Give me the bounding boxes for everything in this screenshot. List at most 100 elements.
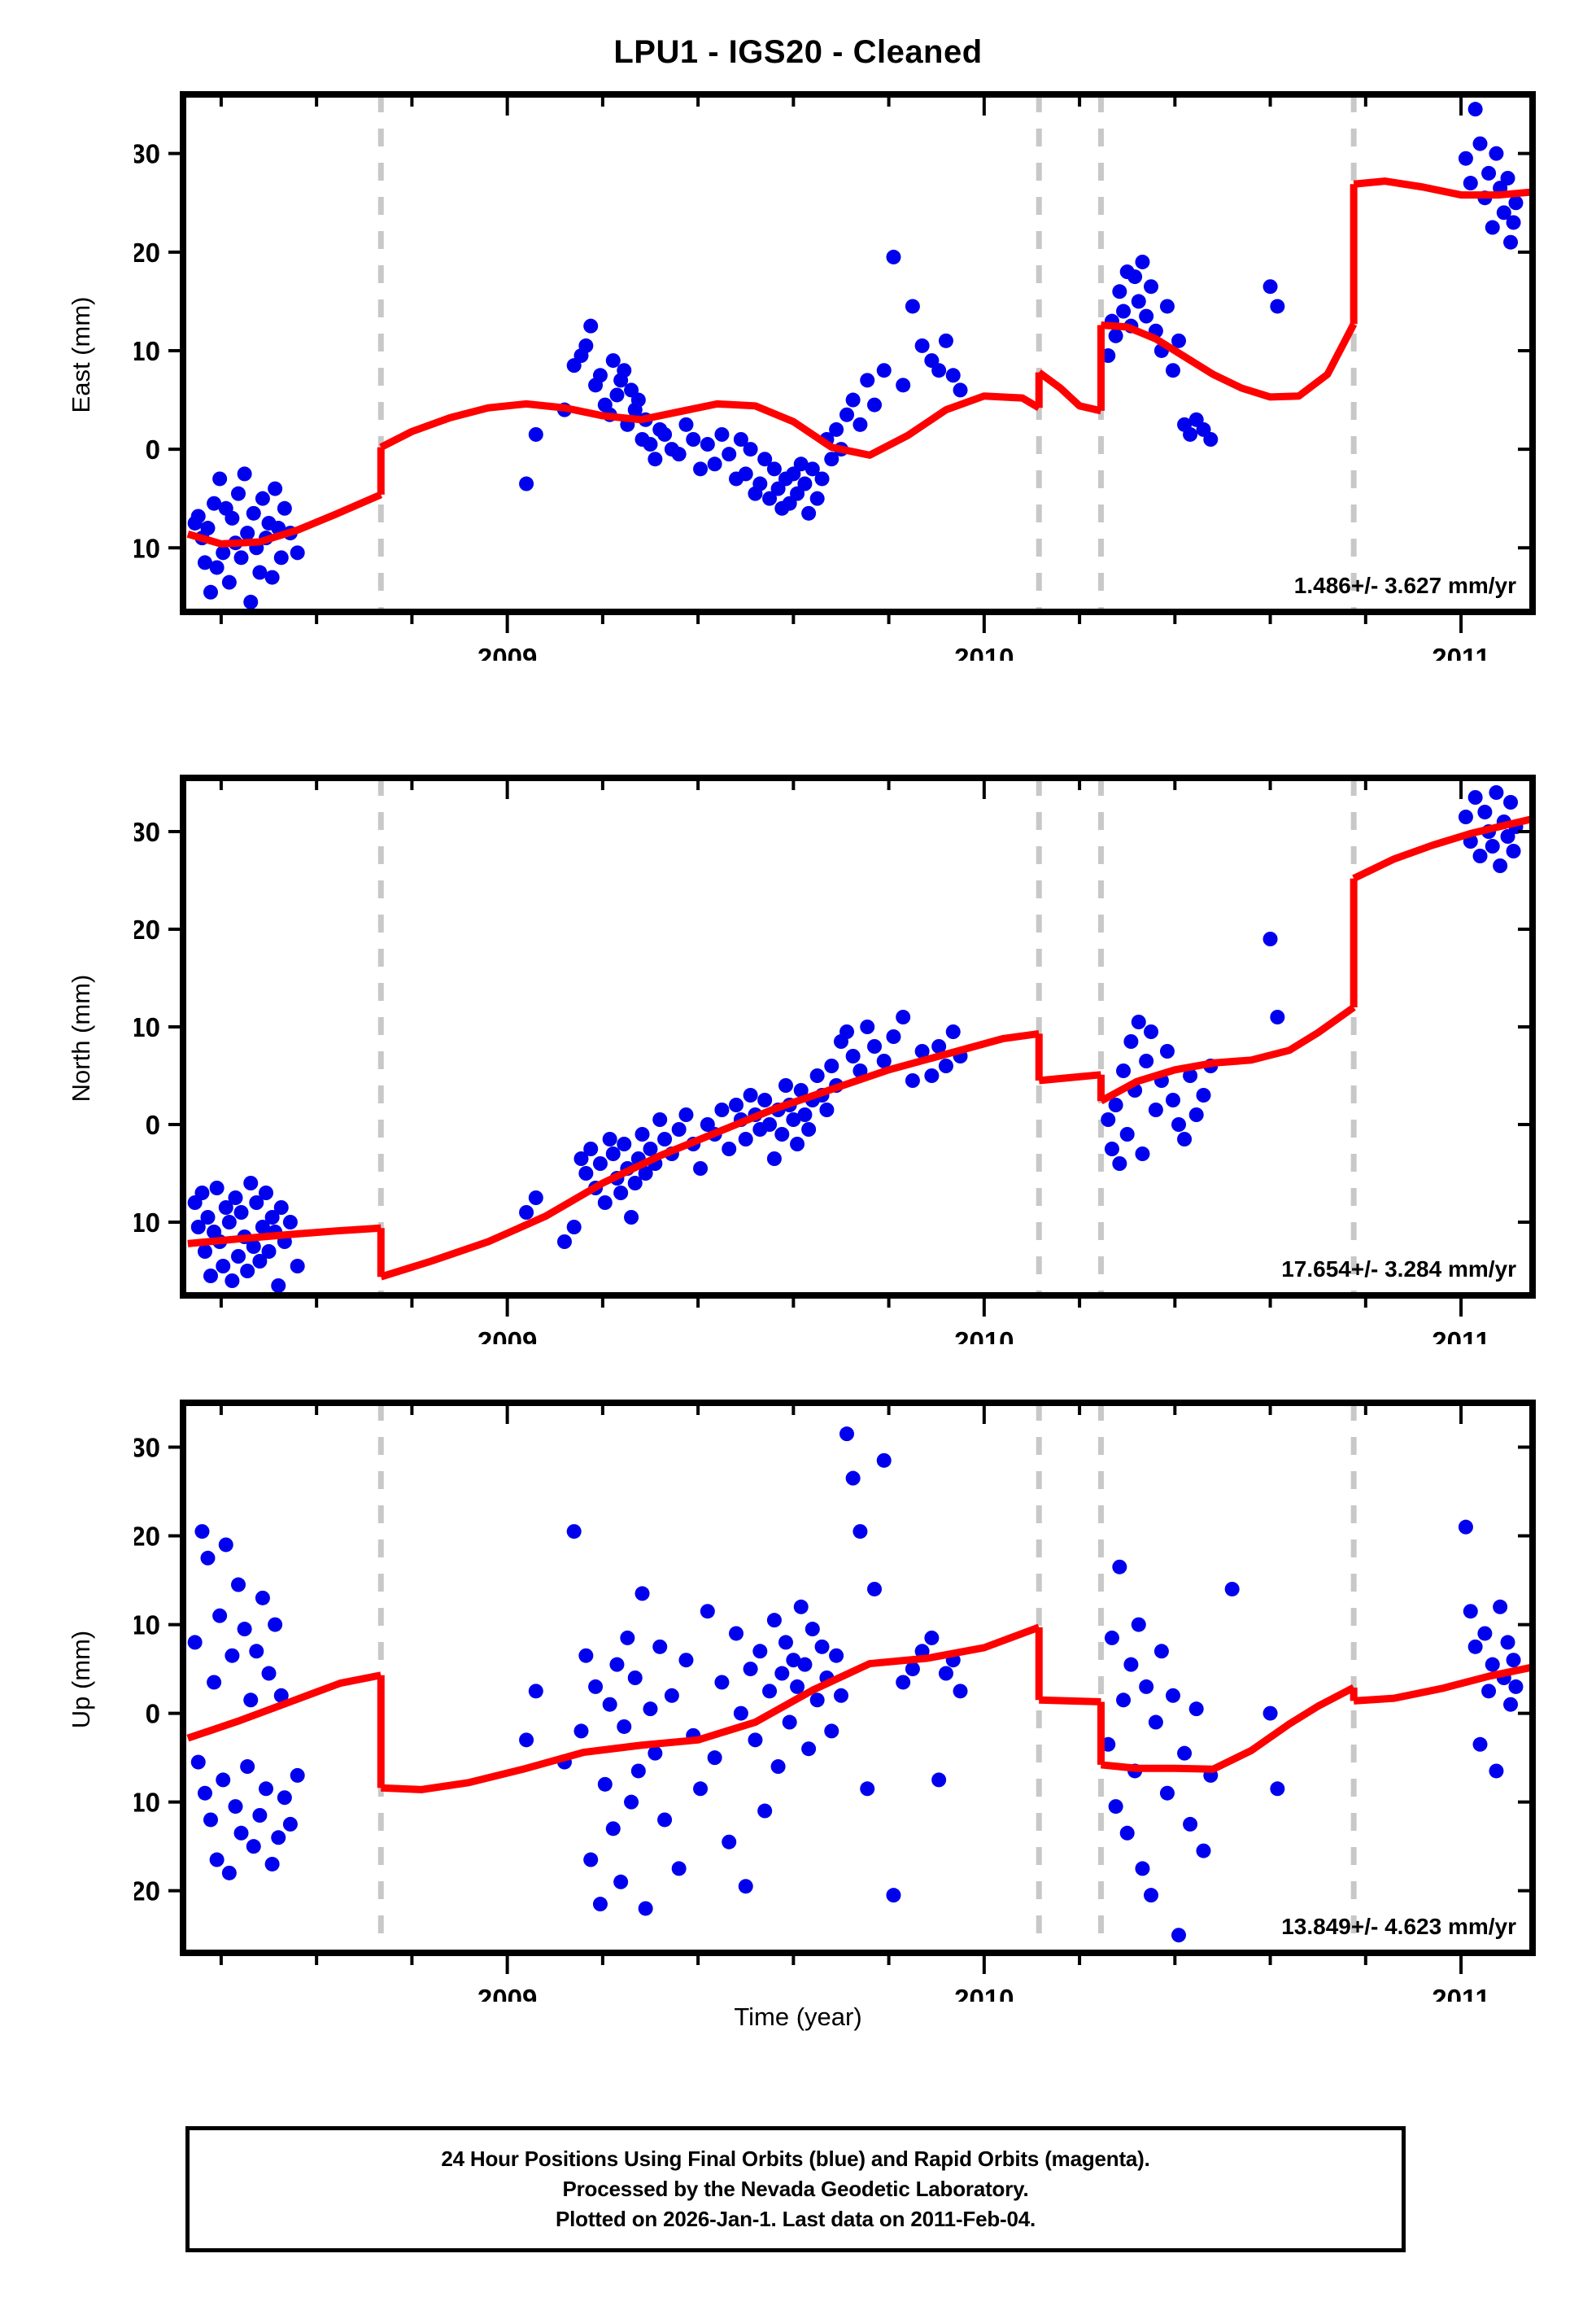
- data-point: [578, 1166, 594, 1181]
- data-point: [652, 1112, 668, 1127]
- data-point: [762, 491, 778, 506]
- data-point: [1467, 1639, 1483, 1654]
- data-point: [896, 378, 911, 393]
- data-point: [277, 1790, 292, 1806]
- data-point: [592, 1897, 608, 1912]
- data-point: [243, 1176, 259, 1190]
- data-point: [790, 1679, 805, 1694]
- data-point: [722, 447, 737, 462]
- data-point: [1131, 294, 1146, 309]
- plot-frame: [180, 91, 1536, 615]
- data-point: [931, 363, 947, 378]
- data-point: [1171, 1117, 1187, 1132]
- data-point: [778, 1635, 793, 1650]
- data-point: [914, 338, 930, 353]
- data-point: [867, 397, 883, 413]
- data-point: [588, 1679, 604, 1694]
- data-point: [1489, 785, 1504, 800]
- data-point: [556, 1234, 572, 1249]
- data-point: [1135, 1146, 1150, 1161]
- data-point: [686, 432, 701, 447]
- data-point: [801, 505, 817, 521]
- data-point: [1123, 1034, 1139, 1049]
- data-point: [624, 1794, 639, 1810]
- data-point: [1112, 284, 1127, 299]
- data-point: [1463, 1604, 1478, 1619]
- data-point: [738, 1132, 753, 1146]
- data-point: [657, 426, 673, 442]
- data-point: [1500, 170, 1515, 186]
- data-point: [824, 1059, 839, 1073]
- data-point: [1472, 1736, 1488, 1752]
- data-point: [203, 584, 219, 600]
- data-point: [829, 1648, 844, 1663]
- x-tick-label: 2009: [477, 1326, 537, 1344]
- data-point: [203, 1269, 219, 1283]
- data-point: [528, 1190, 543, 1205]
- data-point: [867, 1039, 883, 1054]
- data-point: [609, 387, 625, 403]
- data-point: [886, 1888, 901, 1903]
- data-point: [290, 1767, 305, 1783]
- data-point: [1503, 234, 1519, 250]
- data-point: [1508, 1679, 1524, 1694]
- data-point: [218, 1200, 233, 1215]
- data-point: [819, 1103, 835, 1117]
- y-tick-label: 0: [146, 435, 160, 465]
- data-point: [814, 1639, 830, 1654]
- data-point: [566, 1524, 582, 1540]
- data-point: [237, 1622, 252, 1637]
- data-point: [573, 1151, 589, 1166]
- x-tick-label: 2010: [954, 1326, 1014, 1344]
- data-point: [240, 1759, 255, 1775]
- data-point: [876, 1054, 892, 1068]
- model-fit-segment: [1101, 1684, 1356, 1773]
- data-point: [233, 1825, 249, 1841]
- data-point: [824, 452, 839, 467]
- data-point: [1177, 1745, 1193, 1761]
- data-point: [931, 1772, 947, 1788]
- y-tick-label: 30: [134, 817, 160, 847]
- data-point: [757, 1093, 773, 1107]
- data-point: [729, 1098, 744, 1112]
- y-tick-label: 10: [134, 1012, 160, 1042]
- data-point: [1196, 1088, 1211, 1103]
- data-point: [770, 481, 786, 496]
- data-point: [700, 1604, 715, 1619]
- data-point: [953, 382, 968, 398]
- data-point: [1506, 1653, 1521, 1668]
- y-tick-label: 0: [146, 1110, 160, 1140]
- data-point: [1262, 279, 1278, 295]
- data-point: [938, 333, 953, 348]
- data-point: [1144, 279, 1159, 295]
- data-point: [209, 560, 225, 575]
- data-point: [809, 1068, 825, 1083]
- data-point: [519, 1205, 534, 1220]
- data-point: [1116, 304, 1132, 319]
- data-point: [924, 1630, 940, 1645]
- data-point: [1144, 1888, 1159, 1903]
- data-point: [630, 1763, 646, 1779]
- data-point: [757, 1803, 773, 1819]
- data-point: [1131, 1617, 1146, 1632]
- data-point: [252, 565, 268, 580]
- data-point: [225, 1273, 240, 1288]
- data-point: [671, 1122, 687, 1137]
- data-point: [1500, 829, 1515, 844]
- data-point: [282, 1215, 298, 1229]
- data-point: [652, 1639, 668, 1654]
- data-point: [1196, 1843, 1211, 1858]
- data-point: [1493, 1599, 1508, 1614]
- data-point: [1165, 1093, 1180, 1107]
- data-point: [221, 574, 237, 590]
- data-point: [252, 1254, 268, 1269]
- data-point: [774, 1666, 790, 1681]
- data-point: [1472, 849, 1488, 863]
- data-point: [277, 500, 292, 516]
- data-point: [786, 466, 801, 482]
- data-point: [886, 1029, 901, 1044]
- panel-east: −10 0 10 20 30 2009 2010 2011: [134, 46, 1581, 661]
- x-tick-label: 2009: [477, 1984, 537, 2002]
- data-point: [237, 466, 252, 482]
- data-point: [845, 1049, 861, 1063]
